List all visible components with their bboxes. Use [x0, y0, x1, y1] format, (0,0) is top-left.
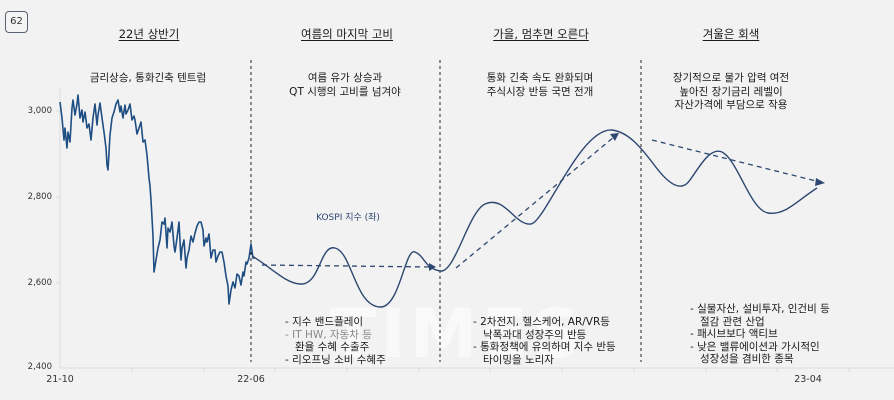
note-item: - 통화정책에 유의하며 지수 반등: [473, 341, 616, 353]
arrow-head: [429, 263, 436, 271]
note-item-cont: 성장성을 겸비한 종목: [700, 353, 794, 365]
y-tick-2400: 2,400: [27, 362, 52, 372]
phase-desc-1h22: 금리상승, 통화긴축 텐트럼: [90, 72, 206, 86]
arrow-head: [610, 133, 619, 141]
x-tick-21-10: 21-10: [46, 374, 74, 385]
phase-desc-summer: 여름 유가 상승과 QT 시행의 고비를 넘겨야: [289, 72, 401, 99]
phase-desc-autumn: 통화 긴축 속도 완화되며 주식시장 반등 국면 전개: [487, 72, 594, 99]
phase-desc-winter: 장기적으로 물가 압력 여전 높아진 장기금리 레벨이 자산가격에 부담으로 작…: [673, 72, 789, 113]
x-tick-23-04: 23-04: [794, 374, 822, 385]
desc-line: 통화 긴축 속도 완화되며: [486, 72, 594, 84]
desc-line: QT 시행의 고비를 넘겨야: [289, 85, 401, 98]
note-item-cont: 절감 관련 산업: [700, 315, 765, 328]
y-tick-3000: 3,000: [27, 106, 52, 116]
note-item: - 리오프닝 소비 수혜주: [285, 353, 386, 366]
page-number-badge: 62: [5, 11, 28, 33]
x-ticks: [131, 368, 850, 372]
desc-line: 장기적으로 물가 압력 여전: [672, 72, 790, 84]
phase-title-winter: 겨울은 회색: [702, 27, 760, 41]
y-tick-2600: 2,600: [27, 278, 52, 288]
notes-summer: - 지수 밴드플레이 - IT HW, 자동차 등 환율 수혜 수출주 - 리오…: [285, 316, 386, 366]
series-label-kospi: KOSPI 지수 (좌): [316, 213, 380, 223]
note-item: - 2차전지, 헬스케어, AR/VR등: [473, 316, 610, 328]
note-item: - 지수 밴드플레이: [285, 316, 364, 328]
arrow-head: [815, 178, 825, 186]
winter-down-arrow: [651, 139, 821, 183]
note-item: - 실물자산, 설비투자, 인건비 등: [690, 303, 830, 315]
phase-title-autumn: 가을, 멈추면 오른다: [493, 27, 589, 41]
note-item-cont: 타이밍을 노리자: [483, 353, 554, 366]
y-tick-2800: 2,800: [27, 192, 52, 202]
desc-line: 높아진 장기금리 레벨이: [679, 85, 783, 98]
x-tick-22-06: 22-06: [237, 374, 265, 385]
desc-line: 여름 유가 상승과: [307, 72, 383, 84]
y-ticks: [56, 110, 60, 284]
kospi-actual-line: [59, 94, 255, 305]
desc-line: 주식시장 반등 국면 전개: [486, 85, 594, 98]
note-item: - 낮은 밸류에이션과 가시적인: [690, 340, 820, 353]
note-item: - IT HW, 자동차 등: [285, 328, 372, 341]
phase-title-1h22: 22년 상반기: [118, 27, 180, 41]
summer-band-arrow: [261, 264, 433, 268]
phase-dividers: [250, 60, 642, 362]
notes-winter: - 실물자산, 설비투자, 인건비 등 절감 관련 산업 - 패시브보다 액티브…: [690, 303, 830, 366]
note-item-cont: 낙폭과대 성장주의 반등: [483, 328, 587, 341]
autumn-up-arrow: [455, 136, 615, 269]
note-item-cont: 환율 수혜 수출주: [295, 341, 370, 353]
note-item: - 패시브보다 액티브: [690, 328, 778, 340]
phase-title-summer: 여름의 마지막 고비: [301, 27, 393, 41]
desc-line: 금리상승, 통화긴축 텐트럼: [89, 72, 207, 84]
watermark: TIMES: [330, 295, 585, 374]
notes-autumn: - 2차전지, 헬스케어, AR/VR등 낙폭과대 성장주의 반등 - 통화정책…: [473, 316, 616, 366]
kospi-forecast-line: [251, 129, 818, 308]
desc-line: 자산가격에 부담으로 작용: [674, 99, 788, 111]
